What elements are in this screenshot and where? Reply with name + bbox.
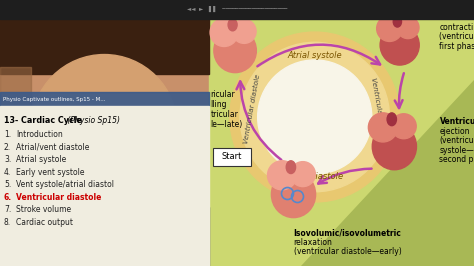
Text: Physio Captivate outlines, Sp15 - M...: Physio Captivate outlines, Sp15 - M... xyxy=(3,97,106,102)
Text: 1.: 1. xyxy=(4,130,11,139)
Ellipse shape xyxy=(286,161,296,173)
Text: le—late): le—late) xyxy=(210,120,243,130)
Bar xyxy=(0,0,209,266)
Text: (ventricular: (ventricular xyxy=(439,136,474,145)
Text: 3.: 3. xyxy=(4,155,11,164)
Text: (ventricular sy-: (ventricular sy- xyxy=(439,32,474,41)
Bar xyxy=(0,0,474,19)
Ellipse shape xyxy=(380,25,419,65)
Circle shape xyxy=(267,161,297,190)
Circle shape xyxy=(230,32,400,202)
Text: 6.: 6. xyxy=(4,193,12,202)
Text: Ventricular diastole: Ventricular diastole xyxy=(243,73,261,144)
Circle shape xyxy=(291,162,315,187)
Ellipse shape xyxy=(83,202,125,234)
Circle shape xyxy=(240,42,390,192)
FancyBboxPatch shape xyxy=(213,148,251,166)
Text: systole—: systole— xyxy=(439,146,474,155)
Text: Start: Start xyxy=(222,152,242,161)
Text: 13- Cardiac Cycle: 13- Cardiac Cycle xyxy=(4,117,82,125)
Text: Introduction: Introduction xyxy=(16,130,63,139)
Text: lling: lling xyxy=(210,101,227,109)
Circle shape xyxy=(258,60,372,174)
Text: contracti: contracti xyxy=(439,23,474,32)
Bar xyxy=(0,0,209,74)
Text: ricular: ricular xyxy=(210,90,235,99)
Text: Ventricular diastole: Ventricular diastole xyxy=(16,193,101,202)
Circle shape xyxy=(210,18,238,47)
Bar xyxy=(0,92,209,106)
Text: Vent systole/atrial diastol: Vent systole/atrial diastol xyxy=(16,180,114,189)
Bar xyxy=(209,0,474,266)
Ellipse shape xyxy=(393,16,401,27)
Bar xyxy=(0,207,209,266)
Text: Ventricula: Ventricula xyxy=(439,13,474,22)
Text: relaxation: relaxation xyxy=(293,238,332,247)
Circle shape xyxy=(368,113,398,142)
Text: Isovolumic/isovolumetric: Isovolumic/isovolumetric xyxy=(293,229,401,238)
Text: Stroke volume: Stroke volume xyxy=(16,205,71,214)
Text: 4.: 4. xyxy=(4,168,11,177)
Text: Ventricula: Ventricula xyxy=(439,117,474,126)
Text: Cardiac output: Cardiac output xyxy=(16,218,73,227)
Text: Atrial systole: Atrial systole xyxy=(287,51,342,60)
Ellipse shape xyxy=(272,171,316,218)
Circle shape xyxy=(232,19,256,43)
Text: 5.: 5. xyxy=(4,180,11,189)
Text: Ventricular systole: Ventricular systole xyxy=(370,77,388,144)
Ellipse shape xyxy=(214,29,256,73)
Text: first phas-: first phas- xyxy=(439,42,474,51)
Bar xyxy=(0,106,209,266)
Circle shape xyxy=(397,16,419,39)
Circle shape xyxy=(391,114,416,139)
Text: Atrial diastole: Atrial diastole xyxy=(286,172,344,181)
Text: Early vent systole: Early vent systole xyxy=(16,168,84,177)
Text: (ventricular diastole—early): (ventricular diastole—early) xyxy=(293,247,401,256)
Polygon shape xyxy=(301,80,474,266)
Text: 8.: 8. xyxy=(4,218,11,227)
Text: second phas-: second phas- xyxy=(439,155,474,164)
Text: 2.: 2. xyxy=(4,143,11,152)
Text: 7.: 7. xyxy=(4,205,11,214)
Circle shape xyxy=(377,16,402,41)
Bar xyxy=(0,66,31,213)
Text: tricular: tricular xyxy=(210,110,238,119)
Text: ejection: ejection xyxy=(439,127,470,136)
Text: ◄◄  ►  ▐▐    ────────────────────: ◄◄ ► ▐▐ ──────────────────── xyxy=(187,6,287,13)
Ellipse shape xyxy=(31,55,177,201)
Text: Atrial systole: Atrial systole xyxy=(16,155,66,164)
Text: Atrial/vent diastole: Atrial/vent diastole xyxy=(16,143,90,152)
Ellipse shape xyxy=(372,123,417,170)
Text: (Physio Sp15): (Physio Sp15) xyxy=(65,117,120,125)
Ellipse shape xyxy=(387,113,396,126)
Ellipse shape xyxy=(228,19,237,31)
